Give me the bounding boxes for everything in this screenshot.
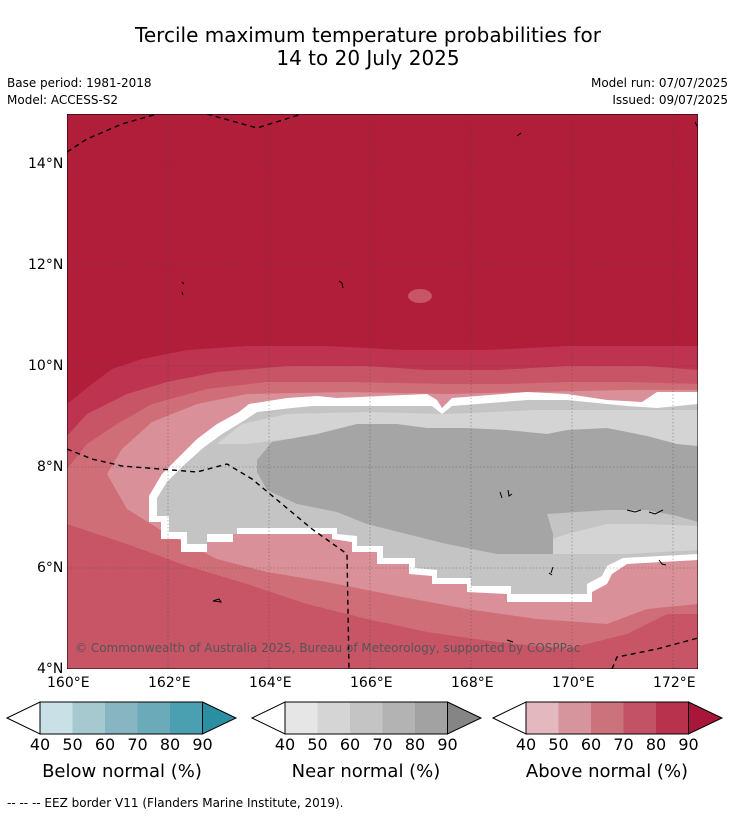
lat-tick-6: 6°N <box>37 560 64 576</box>
colorbar-segment <box>105 702 138 734</box>
below-tick-50: 50 <box>62 735 83 754</box>
colorbar-segment <box>623 702 656 734</box>
colorbar-segment <box>591 702 624 734</box>
lat-tick-14: 14°N <box>28 156 64 172</box>
lon-tick-168: 168°E <box>451 675 494 691</box>
below-tick-90: 90 <box>192 735 213 754</box>
near-60-region-2 <box>537 524 698 554</box>
colorbar-segment <box>72 702 105 734</box>
model-name: Model: ACCESS-S2 <box>7 93 119 107</box>
colorbar-above-normal <box>492 701 724 735</box>
near-tick-60: 60 <box>339 735 361 754</box>
above-normal-label: Above normal (%) <box>525 761 689 782</box>
lon-tick-166: 166°E <box>350 675 393 691</box>
above-tick-60: 60 <box>580 735 602 754</box>
lon-tick-172: 172°E <box>653 675 696 691</box>
near-tick-40: 40 <box>274 735 296 754</box>
above-tick-90: 90 <box>678 735 699 754</box>
island-small-patch <box>408 289 432 303</box>
colorbar-segment <box>317 702 350 734</box>
near-tick-70: 70 <box>372 735 393 754</box>
lon-tick-170: 170°E <box>552 675 595 691</box>
above-tick-80: 80 <box>645 735 667 754</box>
colorbar-segment <box>526 702 559 734</box>
lat-tick-8: 8°N <box>37 459 64 475</box>
eez-legend-note: -- -- -- EEZ border V11 (Flanders Marine… <box>7 796 344 810</box>
below-tick-80: 80 <box>159 735 181 754</box>
chart-title-line1: Tercile maximum temperature probabilitie… <box>135 23 601 47</box>
probability-map: © Commonwealth of Australia 2025, Bureau… <box>67 114 698 669</box>
islands <box>181 121 698 643</box>
below-tick-40: 40 <box>29 735 51 754</box>
chart-title-line2: 14 to 20 July 2025 <box>276 46 460 70</box>
below-tick-60: 60 <box>94 735 116 754</box>
above-tick-50: 50 <box>548 735 569 754</box>
lon-tick-164: 164°E <box>249 675 292 691</box>
issued-date: Issued: 09/07/2025 <box>612 93 728 107</box>
base-period: Base period: 1981-2018 <box>7 76 152 90</box>
colorbar-max-arrow <box>202 702 236 734</box>
colorbar-segment <box>415 702 448 734</box>
lon-tick-160: 160°E <box>47 675 90 691</box>
colorbar-segment <box>656 702 689 734</box>
colorbar-max-arrow <box>447 702 481 734</box>
colorbar-below-normal <box>6 701 238 735</box>
eez-border <box>67 114 698 669</box>
below-tick-70: 70 <box>127 735 148 754</box>
near-tick-90: 90 <box>437 735 458 754</box>
lat-tick-4: 4°N <box>37 661 64 677</box>
copyright-text: © Commonwealth of Australia 2025, Bureau… <box>75 641 580 655</box>
near-80-region <box>257 424 698 554</box>
colorbar-segment <box>285 702 318 734</box>
colorbar-segment <box>170 702 203 734</box>
lat-tick-10: 10°N <box>28 358 64 374</box>
colorbar-max-arrow <box>688 702 722 734</box>
colorbar-segment <box>382 702 415 734</box>
near-normal-label: Near normal (%) <box>291 761 441 782</box>
lon-tick-162: 162°E <box>148 675 191 691</box>
colorbar-segment <box>40 702 73 734</box>
above-tick-40: 40 <box>515 735 537 754</box>
model-run-date: Model run: 07/07/2025 <box>590 76 728 90</box>
colorbar-segment <box>558 702 591 734</box>
lat-tick-12: 12°N <box>28 257 64 273</box>
colorbar-segment <box>137 702 170 734</box>
near-tick-50: 50 <box>307 735 328 754</box>
colorbar-segment <box>350 702 383 734</box>
colorbar-near-normal <box>251 701 483 735</box>
above-tick-70: 70 <box>613 735 634 754</box>
gridlines <box>67 114 698 669</box>
below-normal-label: Below normal (%) <box>42 761 202 782</box>
near-tick-80: 80 <box>404 735 426 754</box>
